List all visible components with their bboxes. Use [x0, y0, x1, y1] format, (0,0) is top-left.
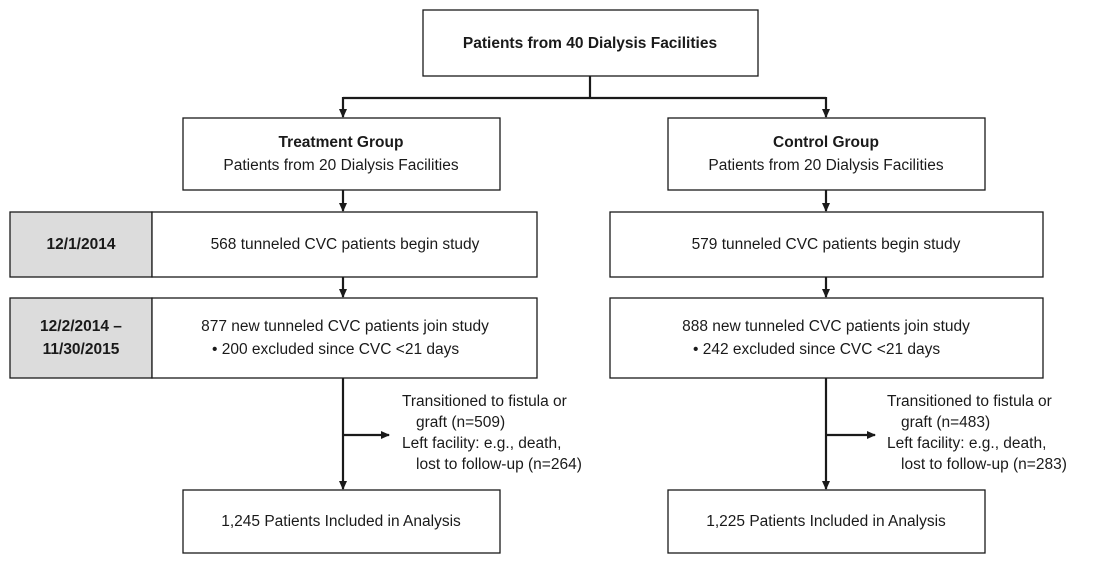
excluded-label: • 200 excluded since CVC <21 days — [212, 341, 459, 358]
date-box — [9, 297, 153, 379]
group-subtitle: Patients from 20 Dialysis Facilities — [708, 157, 943, 174]
final-label: 1,225 Patients Included in Analysis — [706, 513, 946, 530]
date-label: 12/1/2014 — [47, 236, 116, 253]
step-box — [609, 297, 1044, 379]
group-box — [667, 117, 986, 191]
exit-label: lost to follow-up (n=264) — [416, 456, 582, 473]
exit-label: Left facility: e.g., death, — [402, 435, 561, 452]
final-box — [182, 489, 501, 554]
exit-label: Left facility: e.g., death, — [887, 435, 1046, 452]
step-box — [151, 211, 538, 278]
top-box — [422, 9, 759, 77]
group-subtitle: Patients from 20 Dialysis Facilities — [223, 157, 458, 174]
exit-label: lost to follow-up (n=283) — [901, 456, 1067, 473]
group-box — [182, 117, 501, 191]
step-box — [609, 211, 1044, 278]
begin-label: 579 tunneled CVC patients begin study — [692, 236, 961, 253]
date-label: 11/30/2015 — [43, 341, 120, 358]
top-label: Patients from 40 Dialysis Facilities — [463, 35, 717, 52]
begin-label: 568 tunneled CVC patients begin study — [211, 236, 480, 253]
exit-label: graft (n=509) — [416, 414, 505, 431]
join-label: 888 new tunneled CVC patients join study — [682, 318, 970, 335]
group-title: Treatment Group — [279, 134, 404, 151]
exit-label: graft (n=483) — [901, 414, 990, 431]
step-box — [151, 297, 538, 379]
final-box — [667, 489, 986, 554]
date-label: 12/2/2014 – — [40, 318, 122, 335]
group-title: Control Group — [773, 134, 879, 151]
exit-label: Transitioned to fistula or — [402, 393, 567, 410]
exit-label: Transitioned to fistula or — [887, 393, 1052, 410]
final-label: 1,245 Patients Included in Analysis — [221, 513, 461, 530]
excluded-label: • 242 excluded since CVC <21 days — [693, 341, 940, 358]
join-label: 877 new tunneled CVC patients join study — [201, 318, 489, 335]
